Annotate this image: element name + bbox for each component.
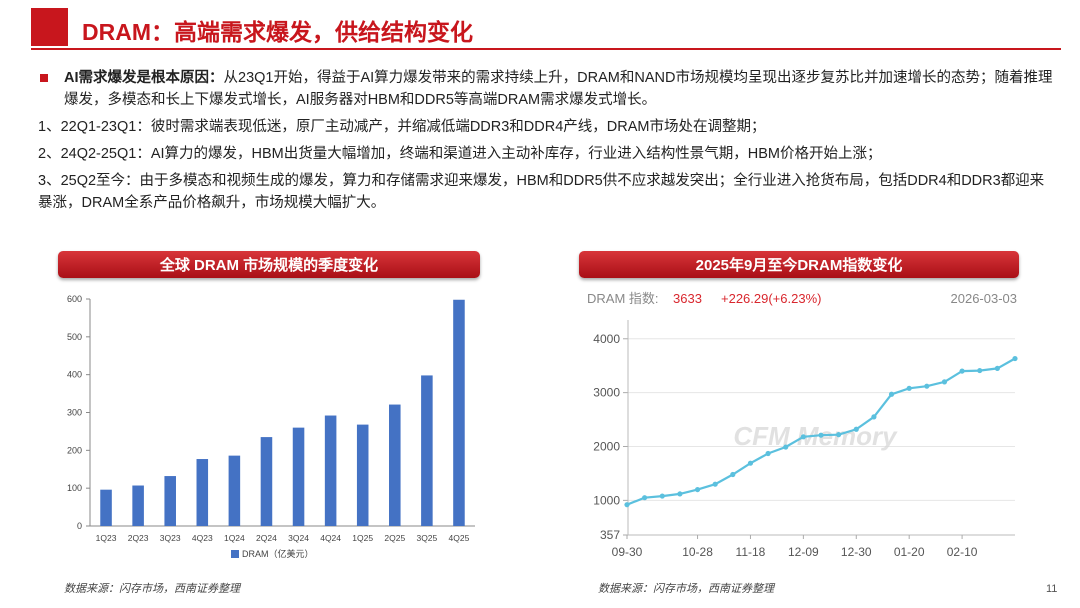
x-tick-label: 01-20 [894,545,925,559]
x-tick-label: 2Q24 [256,533,277,543]
x-tick-label: 4Q23 [192,533,213,543]
x-tick-label: 1Q24 [224,533,245,543]
x-tick-label: 10-28 [682,545,713,559]
data-point [888,391,895,397]
y-tick-label: 2000 [593,440,620,454]
x-tick-label: 3Q23 [160,533,181,543]
dram-market-bar-chart: 0 100 200 300 400 500 600 1Q23 2Q23 3Q23 4Q23 1Q24 2… [67,294,475,559]
point-2: 2、24Q2-25Q1：AI算力的爆发，HBM出货量大幅增加，终端和渠道进入主动… [38,146,882,162]
intro-paragraph: AI需求爆发是根本原因：从23Q1开始，得益于AI算力爆发带来的需求持续上升，D… [38,67,1058,111]
y-tick-label: 4000 [593,332,620,346]
x-tick-label: 3Q25 [416,533,437,543]
y-tick-label: 300 [67,408,82,418]
title-divider [31,48,1061,50]
data-point [906,385,912,391]
x-tick-label: 2Q25 [384,533,405,543]
bar [196,459,209,526]
body-text: AI需求爆发是根本原因：从23Q1开始，得益于AI算力爆发带来的需求持续上升，D… [38,67,1058,219]
data-point [994,365,1000,371]
data-point [818,432,824,438]
x-tick-label: 4Q24 [320,533,341,543]
x-tick-label: 02-10 [947,545,978,559]
data-point [677,491,683,497]
right-data-source: 数据来源：闪存市场，西南证券整理 [598,583,774,595]
data-point [924,383,930,389]
x-tick-label: 12-30 [841,545,872,559]
index-value: 3633 [673,291,702,306]
data-point [800,434,806,440]
y-tick-label: 100 [67,483,82,493]
bar [164,476,176,526]
x-tick-label: 11-18 [736,545,766,559]
data-point [624,502,630,508]
left-data-source: 数据来源：闪存市场，西南证券整理 [64,583,240,595]
bar [324,415,337,526]
y-tick-label: 0 [77,521,82,531]
y-tick-label: 200 [67,445,82,455]
bar [389,404,401,526]
data-point [977,367,983,374]
bar [260,437,273,526]
data-point [871,414,877,420]
bar [228,455,241,526]
bar [292,427,305,526]
data-point [694,486,701,493]
y-tick-label: 600 [67,294,82,304]
y-tick-label: 1000 [593,493,620,507]
data-point [783,444,789,450]
x-tick-label: 3Q24 [288,533,309,543]
x-tick-label: 2Q23 [128,533,149,543]
data-point [765,450,771,457]
point-3: 3、25Q2至今：由于多模态和视频生成的爆发，算力和存储需求迎来爆发，HBM和D… [38,173,1045,211]
bullet-square-icon [40,74,48,82]
data-point [853,426,859,432]
x-tick-label: 1Q25 [352,533,373,543]
data-point [941,379,948,385]
intro-lead: AI需求爆发是根本原因： [64,70,224,86]
bar [132,485,144,526]
point-1: 1、22Q1-23Q1：彼时需求端表现低迷，原厂主动减产，并缩减低端DDR3和D… [38,119,766,135]
data-point [730,471,736,478]
dram-index-line-chart: DRAM 指数: 3633 +226.29(+6.23%) 2026-03-03 357… [587,291,1018,559]
data-point [747,460,754,466]
data-point [1012,355,1018,362]
x-tick-label: 1Q23 [96,533,117,543]
title-accent-block [31,8,68,46]
index-label: DRAM 指数: [587,291,659,306]
y-tick-label: 500 [67,332,82,342]
bar [421,375,433,526]
y-tick-label: 357 [600,528,620,542]
title-bar: DRAM：高端需求爆发，供给结构变化 [31,8,1061,46]
x-tick-label: 09-30 [612,545,643,559]
y-tick-label: 400 [67,370,82,380]
left-chart-banner: 全球 DRAM 市场规模的季度变化 [58,251,480,278]
bar [100,489,112,526]
data-point [712,481,718,487]
page-number: 11 [1046,583,1058,595]
right-chart-banner: 2025年9月至今DRAM指数变化 [579,251,1019,278]
legend-label: DRAM（亿美元） [242,548,314,559]
data-point [642,495,648,501]
page-title: DRAM：高端需求爆发，供给结构变化 [82,19,473,45]
index-date: 2026-03-03 [951,291,1018,306]
data-point [959,368,965,374]
x-tick-label: 4Q25 [449,533,470,543]
data-point [836,432,842,438]
legend-swatch [231,550,239,558]
x-tick-label: 12-09 [788,545,819,559]
index-change: +226.29(+6.23%) [721,291,821,306]
bar [356,424,369,526]
intro-text: 从23Q1开始，得益于AI算力爆发带来的需求持续上升，DRAM和NAND市场规模… [64,70,1053,108]
data-point [659,493,665,499]
bar [453,299,465,526]
y-tick-label: 3000 [593,386,620,400]
